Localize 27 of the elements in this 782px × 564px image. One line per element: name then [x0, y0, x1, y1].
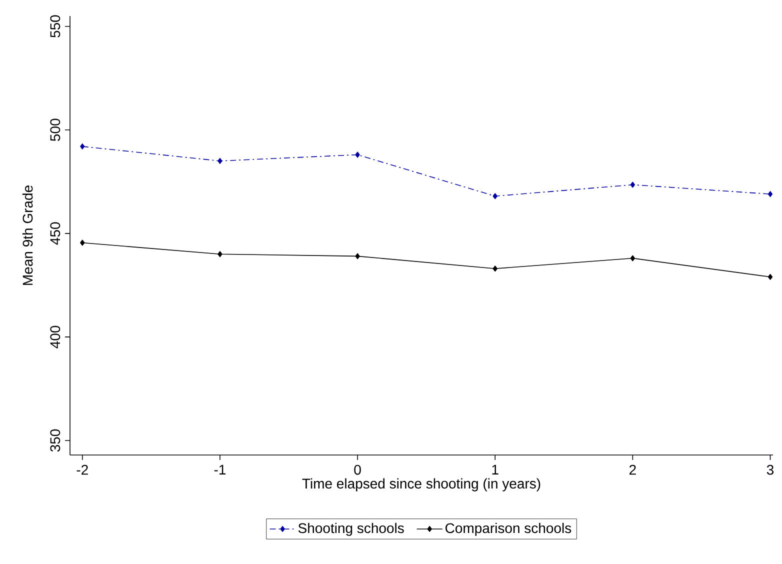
- y-axis-title: Mean 9th Grade: [22, 186, 33, 285]
- y-tick-label: 350: [50, 429, 60, 452]
- point: [80, 143, 85, 150]
- point: [492, 266, 498, 272]
- legend-label: Comparison schools: [446, 522, 572, 536]
- x-tick-label: 1: [492, 464, 498, 474]
- point: [218, 158, 222, 164]
- x-tick-label: -1: [214, 464, 226, 474]
- x-tick-label: 2: [629, 464, 636, 475]
- y-tick-label: 550: [50, 15, 60, 38]
- x-axis-title: Time elapsed since shooting (in years): [302, 478, 540, 492]
- y-tick-label: 450: [50, 222, 60, 245]
- point: [80, 240, 85, 246]
- x-tick-label: 3: [766, 464, 774, 475]
- y-tick-label: 500: [50, 118, 60, 141]
- y-tick-label: 400: [50, 326, 60, 348]
- point: [630, 255, 636, 262]
- point: [218, 251, 222, 258]
- point: [492, 193, 498, 200]
- point: [630, 182, 636, 188]
- point: [355, 253, 360, 260]
- point: [768, 191, 773, 198]
- point: [355, 152, 360, 158]
- point: [768, 274, 773, 280]
- x-tick-label: -2: [76, 464, 88, 475]
- x-tick-label: 0: [354, 464, 361, 475]
- legend-label: Shooting schools: [298, 522, 404, 536]
